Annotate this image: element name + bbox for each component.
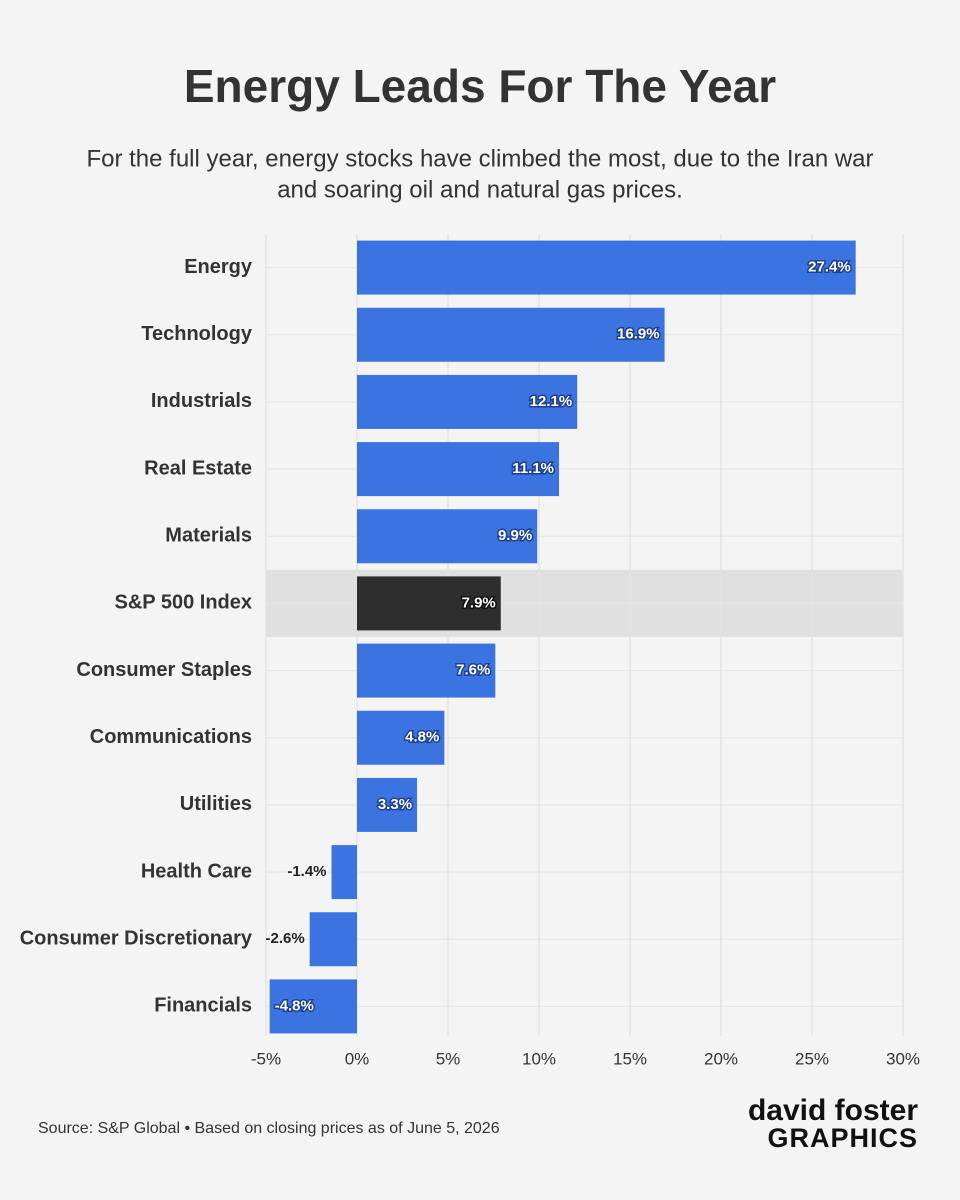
bar bbox=[269, 979, 357, 1034]
y-tick-label: Real Estate bbox=[144, 457, 252, 479]
y-tick-label: Consumer Staples bbox=[76, 659, 252, 681]
y-tick-label: Industrials bbox=[151, 390, 252, 412]
value-label: -2.6% bbox=[265, 930, 304, 947]
value-label: 3.3% bbox=[378, 796, 412, 813]
bar bbox=[357, 576, 501, 631]
source-note: Source: S&P Global • Based on closing pr… bbox=[38, 1120, 500, 1137]
x-tick-label: -5% bbox=[251, 1049, 281, 1068]
bar bbox=[357, 710, 445, 765]
value-label: 11.1% bbox=[512, 460, 554, 477]
chart-title: Energy Leads For The Year bbox=[184, 60, 776, 112]
bar bbox=[357, 442, 560, 497]
bar bbox=[357, 240, 856, 295]
x-tick-label: 30% bbox=[886, 1049, 920, 1068]
value-label: 9.9% bbox=[498, 527, 532, 544]
y-tick-label: S&P 500 Index bbox=[115, 592, 252, 614]
chart-subtitle: For the full year, energy stocks have cl… bbox=[86, 145, 873, 172]
brand-name: david foster bbox=[748, 1094, 918, 1127]
x-tick-label: 15% bbox=[613, 1049, 647, 1068]
y-tick-label: Energy bbox=[184, 256, 253, 278]
x-tick-label: 25% bbox=[795, 1049, 829, 1068]
bar bbox=[357, 777, 418, 832]
y-tick-label: Technology bbox=[141, 323, 253, 345]
y-tick-label: Consumer Discretionary bbox=[20, 928, 253, 950]
value-label: 27.4% bbox=[808, 259, 851, 276]
value-label: 4.8% bbox=[405, 729, 439, 746]
chart-subtitle: and soaring oil and natural gas prices. bbox=[277, 176, 683, 203]
x-tick-label: 10% bbox=[522, 1049, 556, 1068]
value-label: 12.1% bbox=[530, 393, 573, 410]
plot-area: -5% 0% 5% 10% 15% 20% 25% 30% Energy 27.4% Technol… bbox=[20, 234, 920, 1068]
x-tick-label: 0% bbox=[345, 1049, 370, 1068]
value-label: 7.9% bbox=[462, 594, 496, 611]
y-tick-label: Financials bbox=[154, 995, 252, 1017]
bar bbox=[357, 643, 496, 698]
y-tick-label: Health Care bbox=[141, 860, 252, 882]
bar bbox=[309, 912, 357, 967]
value-label: 7.6% bbox=[456, 662, 490, 679]
y-tick-label: Materials bbox=[165, 525, 252, 547]
y-tick-label: Utilities bbox=[180, 793, 252, 815]
y-tick-label: Communications bbox=[90, 726, 252, 748]
bar bbox=[357, 307, 665, 362]
value-label: -4.8% bbox=[275, 997, 314, 1014]
bar bbox=[357, 509, 538, 564]
value-label: 16.9% bbox=[617, 326, 660, 343]
value-label: -1.4% bbox=[287, 863, 326, 880]
x-tick-label: 20% bbox=[704, 1049, 738, 1068]
brand-graphics: GRAPHICS bbox=[767, 1123, 918, 1153]
bar bbox=[331, 845, 357, 900]
bar bbox=[357, 374, 578, 429]
x-tick-label: 5% bbox=[436, 1049, 461, 1068]
